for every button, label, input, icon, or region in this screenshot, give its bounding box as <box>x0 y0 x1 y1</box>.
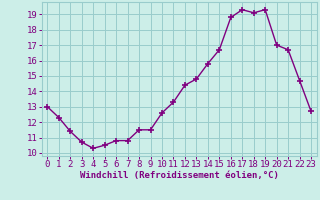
X-axis label: Windchill (Refroidissement éolien,°C): Windchill (Refroidissement éolien,°C) <box>80 171 279 180</box>
